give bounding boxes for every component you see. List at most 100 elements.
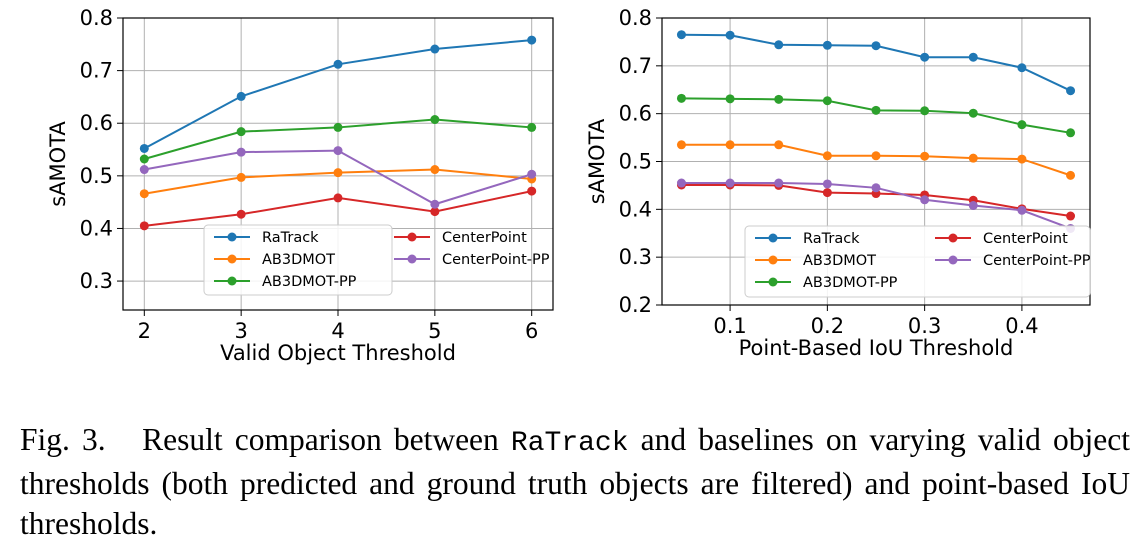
data-point bbox=[774, 178, 784, 188]
data-point bbox=[527, 122, 537, 132]
legend-box bbox=[203, 224, 393, 296]
legend-label: AB3DMOT-PP bbox=[803, 275, 898, 291]
legend-marker bbox=[407, 254, 417, 264]
data-point bbox=[333, 193, 343, 203]
series-line bbox=[681, 97, 1071, 134]
data-point bbox=[139, 165, 149, 175]
legend-item: AB3DMOT-PP bbox=[755, 275, 898, 291]
series-ab3dmot-pp bbox=[676, 93, 1076, 138]
legend-box bbox=[744, 225, 1091, 298]
y-tick-label: 0.8 bbox=[619, 6, 652, 30]
x-axis-label: Valid Object Threshold bbox=[220, 341, 456, 365]
data-point bbox=[430, 165, 440, 175]
y-tick-label: 0.5 bbox=[619, 150, 652, 174]
legend-item: CenterPoint-PP bbox=[394, 252, 550, 268]
legend-label: RaTrack bbox=[262, 230, 319, 246]
data-point bbox=[139, 143, 149, 153]
data-point bbox=[676, 93, 686, 103]
legend-label: CenterPoint bbox=[442, 230, 527, 246]
data-point bbox=[871, 41, 881, 51]
data-point bbox=[774, 140, 784, 150]
data-point bbox=[774, 94, 784, 104]
data-point bbox=[676, 30, 686, 40]
y-tick-label: 0.6 bbox=[619, 102, 652, 126]
data-point bbox=[1066, 128, 1076, 138]
series-centerpoint-pp bbox=[676, 178, 1076, 233]
x-tick-label: 2 bbox=[138, 319, 151, 343]
x-tick-label: 0.4 bbox=[1005, 314, 1038, 338]
data-point bbox=[920, 106, 930, 116]
data-point bbox=[822, 40, 832, 50]
data-point bbox=[139, 189, 149, 199]
legend-label: CenterPoint-PP bbox=[983, 253, 1091, 269]
data-point bbox=[822, 188, 832, 198]
data-point bbox=[430, 199, 440, 209]
data-point bbox=[822, 151, 832, 161]
x-tick-label: 3 bbox=[234, 319, 247, 343]
data-point bbox=[968, 153, 978, 163]
caption-text-before: Result comparison between bbox=[142, 422, 511, 457]
legend-marker bbox=[227, 276, 237, 286]
data-point bbox=[236, 127, 246, 137]
data-point bbox=[871, 105, 881, 115]
legend-marker bbox=[227, 254, 237, 264]
legend-marker bbox=[407, 232, 417, 242]
data-point bbox=[1066, 170, 1076, 180]
y-tick-label: 0.5 bbox=[80, 164, 113, 188]
x-tick-label: 5 bbox=[428, 319, 441, 343]
data-point bbox=[527, 186, 537, 196]
data-point bbox=[968, 52, 978, 62]
figure-caption: Fig. 3. Result comparison between RaTrac… bbox=[20, 420, 1130, 544]
y-tick-label: 0.7 bbox=[80, 59, 113, 83]
caption-method: RaTrack bbox=[510, 428, 629, 459]
data-point bbox=[139, 154, 149, 164]
data-point bbox=[236, 172, 246, 182]
series-centerpoint bbox=[139, 186, 537, 231]
series-ratrack bbox=[676, 30, 1076, 96]
data-point bbox=[430, 44, 440, 54]
data-point bbox=[920, 195, 930, 205]
y-tick-label: 0.8 bbox=[80, 6, 113, 30]
data-point bbox=[968, 201, 978, 211]
y-axis-label: sAMOTA bbox=[46, 121, 70, 207]
caption-prefix: Fig. 3. bbox=[20, 422, 106, 457]
data-point bbox=[968, 108, 978, 118]
legend-marker bbox=[768, 233, 778, 243]
data-point bbox=[725, 94, 735, 104]
data-point bbox=[822, 179, 832, 189]
series-centerpoint-pp bbox=[139, 146, 537, 209]
data-point bbox=[333, 168, 343, 178]
x-tick-label: 4 bbox=[331, 319, 344, 343]
x-tick-label: 0.1 bbox=[713, 314, 746, 338]
data-point bbox=[774, 40, 784, 50]
y-tick-label: 0.3 bbox=[80, 269, 113, 293]
chart-valid-object-threshold: 2 3 4 5 6 0.3 0.4 0.5 0.6 0.7 0.8 Valid Object Thre… bbox=[46, 6, 554, 365]
data-point bbox=[236, 91, 246, 101]
legend-label: AB3DMOT bbox=[262, 252, 335, 268]
caption-text-after: and baselines on varying valid object th… bbox=[20, 422, 1130, 541]
legend: RaTrack AB3DMOT AB3DMOT-PP CenterPoint Cente… bbox=[744, 225, 1091, 298]
legend-item: CenterPoint-PP bbox=[935, 253, 1091, 269]
x-tick-label: 6 bbox=[525, 319, 538, 343]
data-point bbox=[333, 59, 343, 69]
data-point bbox=[920, 151, 930, 161]
data-point bbox=[527, 35, 537, 45]
data-point bbox=[920, 52, 930, 62]
data-point bbox=[1066, 86, 1076, 96]
legend-item: AB3DMOT bbox=[214, 252, 335, 268]
data-point bbox=[430, 115, 440, 125]
x-tick-label: 0.3 bbox=[908, 314, 941, 338]
data-point bbox=[1017, 154, 1027, 164]
data-point bbox=[725, 178, 735, 188]
y-tick-label: 0.6 bbox=[80, 111, 113, 135]
y-tick-label: 0.2 bbox=[619, 293, 652, 317]
x-tick-label: 0.2 bbox=[811, 314, 844, 338]
data-point bbox=[333, 146, 343, 156]
legend-label: AB3DMOT bbox=[803, 253, 876, 269]
series-ab3dmot bbox=[676, 140, 1076, 180]
legend-item: AB3DMOT-PP bbox=[214, 274, 357, 290]
y-tick-label: 0.4 bbox=[619, 197, 652, 221]
data-point bbox=[1066, 211, 1076, 221]
data-point bbox=[725, 140, 735, 150]
data-point bbox=[430, 207, 440, 217]
